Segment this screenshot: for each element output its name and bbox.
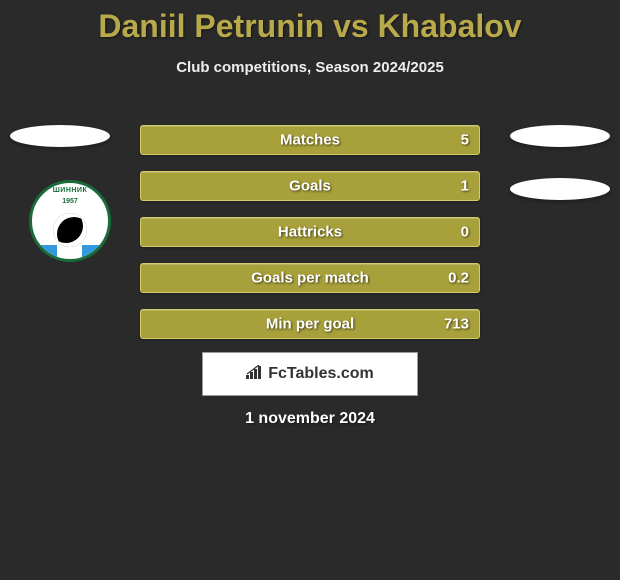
player-photo-placeholder-right-2 [510, 178, 610, 200]
stat-value: 0 [461, 224, 469, 241]
stat-label: Hattricks [278, 224, 342, 241]
club-badge: ШИННИК 1957 [29, 180, 111, 262]
stat-bar-goals: Goals 1 [140, 171, 480, 201]
subtitle: Club competitions, Season 2024/2025 [0, 59, 620, 76]
stat-bar-goals-per-match: Goals per match 0.2 [140, 263, 480, 293]
stat-bar-hattricks: Hattricks 0 [140, 217, 480, 247]
stat-label: Goals per match [251, 270, 369, 287]
badge-text: ШИННИК [53, 187, 87, 194]
stat-bar-matches: Matches 5 [140, 125, 480, 155]
date-label: 1 november 2024 [245, 410, 375, 428]
player-photo-placeholder-left [10, 125, 110, 147]
stat-label: Goals [289, 178, 331, 195]
stat-label: Min per goal [266, 316, 354, 333]
fctables-logo[interactable]: FcTables.com [202, 352, 418, 396]
badge-ball-icon [53, 213, 87, 247]
stat-label: Matches [280, 132, 340, 149]
chart-icon [246, 365, 264, 384]
player-photo-placeholder-right-1 [510, 125, 610, 147]
badge-year: 1957 [62, 198, 78, 205]
stat-value: 0.2 [448, 270, 469, 287]
stat-value: 5 [461, 132, 469, 149]
stat-bar-min-per-goal: Min per goal 713 [140, 309, 480, 339]
stats-bars: Matches 5 Goals 1 Hattricks 0 Goals per … [140, 125, 480, 355]
logo-label: FcTables.com [268, 365, 374, 383]
page-title: Daniil Petrunin vs Khabalov [0, 0, 620, 45]
stat-value: 1 [461, 178, 469, 195]
stat-value: 713 [444, 316, 469, 333]
